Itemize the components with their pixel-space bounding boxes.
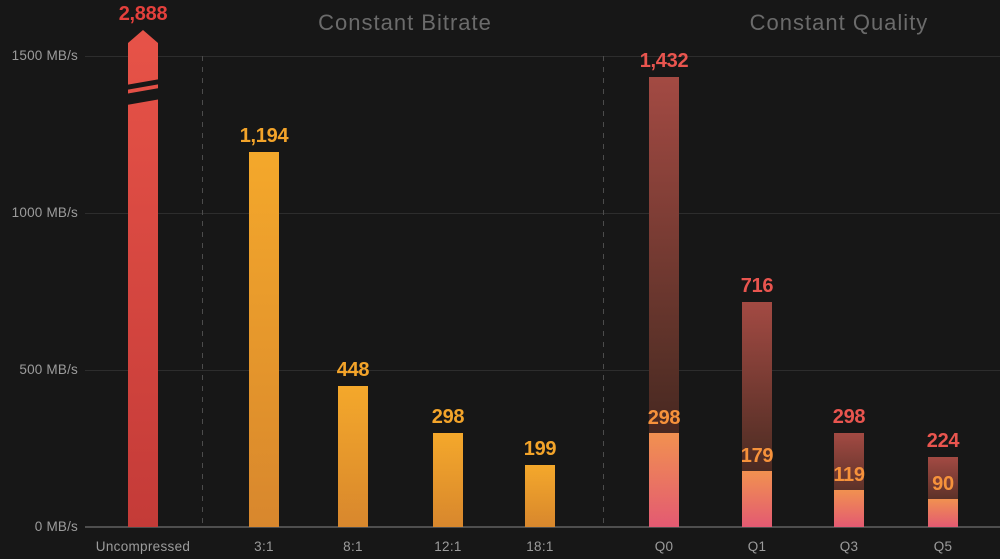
- value-label: 199: [523, 438, 557, 460]
- y-axis-tick-label: 500 MB/s: [19, 362, 78, 377]
- value-label: 298: [431, 406, 465, 428]
- bar-12-1: [433, 433, 463, 527]
- value-label-inner: 179: [740, 445, 774, 467]
- section-separator: [202, 56, 203, 527]
- section-separator: [603, 56, 604, 527]
- value-label: 298: [832, 406, 866, 428]
- x-axis-label: 3:1: [254, 539, 274, 554]
- bar-q3: [834, 433, 864, 527]
- bar-q1: [742, 302, 772, 527]
- section-title-constant-quality: Constant Quality: [749, 10, 929, 35]
- x-axis-label: Q0: [654, 539, 674, 554]
- gridline: [85, 370, 1000, 371]
- x-axis-label: Q5: [933, 539, 953, 554]
- value-label: 2,888: [118, 3, 168, 25]
- y-axis-tick-label: 1500 MB/s: [11, 48, 78, 63]
- value-label: 224: [926, 430, 960, 452]
- value-label: 1,194: [239, 125, 289, 147]
- axis-break-mark: [128, 87, 158, 106]
- bar-q5-inner-segment: [928, 499, 958, 527]
- bar-q5: [928, 457, 958, 527]
- value-label: 1,432: [639, 50, 689, 72]
- value-label-inner: 90: [932, 473, 954, 495]
- gridline: [85, 56, 1000, 57]
- x-axis-label: 18:1: [526, 539, 554, 554]
- value-label-inner: 298: [647, 407, 681, 429]
- bar-3-1: [249, 152, 279, 527]
- gridline: [85, 213, 1000, 214]
- section-title-constant-bitrate: Constant Bitrate: [318, 10, 492, 35]
- bar-18-1: [525, 465, 555, 527]
- bar-q0: [649, 77, 679, 527]
- value-label-inner: 119: [833, 464, 865, 486]
- x-axis-label: Uncompressed: [95, 539, 191, 554]
- x-axis-label: Q3: [839, 539, 859, 554]
- x-axis-label: 12:1: [434, 539, 462, 554]
- axis-break-mark: [128, 78, 158, 91]
- baseline: [85, 526, 1000, 528]
- x-axis-label: 8:1: [343, 539, 363, 554]
- bar-q0-inner-segment: [649, 433, 679, 527]
- bar-8-1: [338, 386, 368, 527]
- y-axis-tick-label: 0 MB/s: [34, 519, 78, 534]
- value-label: 448: [336, 359, 370, 381]
- bar-uncompressed: [128, 30, 158, 527]
- bar-q3-inner-segment: [834, 490, 864, 527]
- x-axis-label: Q1: [747, 539, 767, 554]
- value-label: 716: [740, 275, 774, 297]
- y-axis-tick-label: 1000 MB/s: [11, 205, 78, 220]
- bar-q1-inner-segment: [742, 471, 772, 527]
